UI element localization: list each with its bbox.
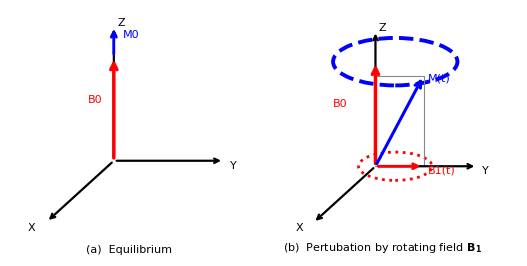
Text: X: X <box>295 223 303 234</box>
Text: M0: M0 <box>123 31 140 40</box>
Text: Z: Z <box>118 18 125 28</box>
Text: Y: Y <box>230 161 237 171</box>
Text: M(t): M(t) <box>427 74 450 84</box>
Text: (b)  Pertubation by rotating field $\mathbf{B_1}$: (b) Pertubation by rotating field $\math… <box>282 241 482 255</box>
Text: X: X <box>27 223 35 233</box>
Text: Z: Z <box>378 23 386 33</box>
Text: B0: B0 <box>88 95 103 105</box>
Text: Y: Y <box>482 166 489 176</box>
Text: B1(t): B1(t) <box>427 166 455 176</box>
Text: B0: B0 <box>333 99 347 109</box>
Text: (a)  Equilibrium: (a) Equilibrium <box>86 245 172 255</box>
